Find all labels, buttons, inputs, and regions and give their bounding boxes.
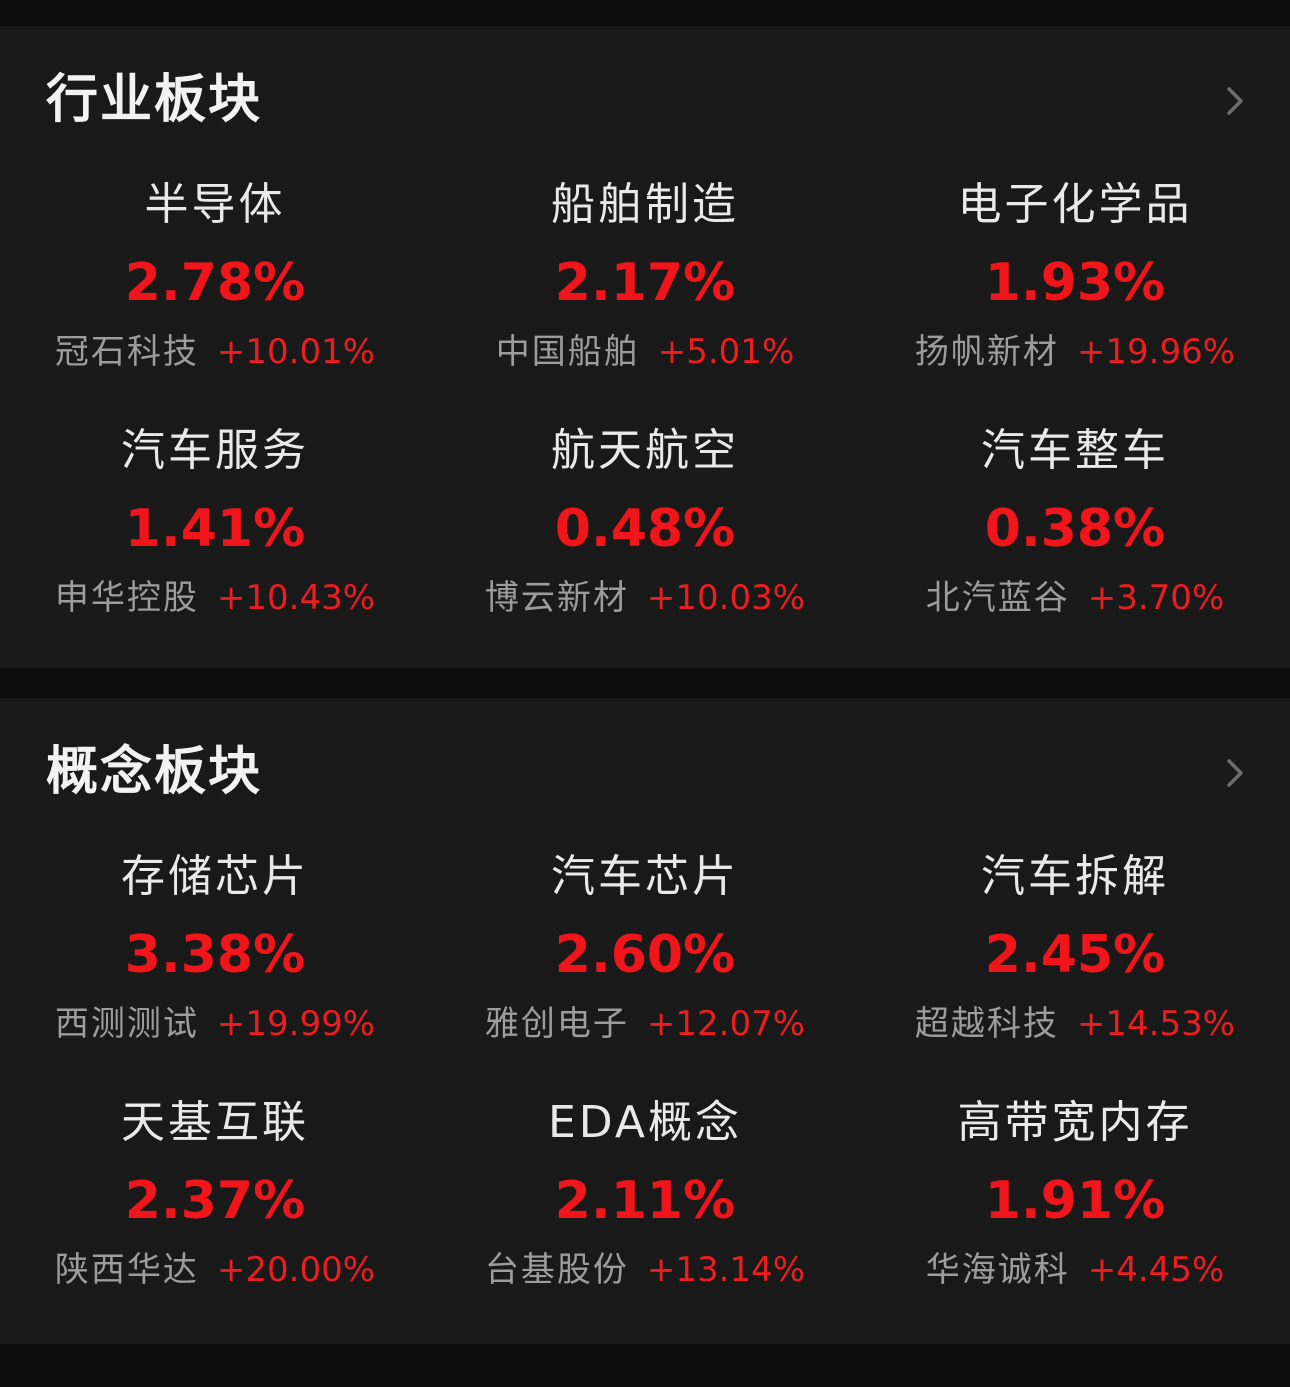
leading-stock: 超越科技 +14.53% (860, 1002, 1290, 1046)
sector-name: 存储芯片 (121, 851, 309, 902)
leading-stock-change: +12.07% (646, 1004, 806, 1044)
section-title: 概念板块 (46, 742, 263, 802)
leading-stock: 台基股份 +13.14% (430, 1248, 860, 1292)
leading-stock-change: +5.01% (657, 332, 795, 372)
sector-name: 电子化学品 (957, 179, 1193, 230)
chevron-right-icon[interactable] (1220, 758, 1250, 788)
leading-stock: 申华控股 +10.43% (0, 576, 430, 620)
sector-name: 汽车服务 (121, 425, 309, 476)
leading-stock: 冠石科技 +10.01% (0, 330, 430, 374)
sector-change-percent: 1.41% (124, 499, 306, 559)
sector-name: 汽车芯片 (551, 851, 739, 902)
sector-name: 船舶制造 (551, 179, 739, 230)
leading-stock: 华海诚科 +4.45% (860, 1248, 1290, 1292)
leading-stock: 中国船舶 +5.01% (430, 330, 860, 374)
sector-card[interactable]: 电子化学品 1.93% 扬帆新材 +19.96% (860, 176, 1290, 416)
leading-stock-name: 扬帆新材 (914, 332, 1059, 372)
leading-stock-name: 中国船舶 (495, 332, 640, 372)
sector-change-percent: 2.17% (554, 253, 736, 313)
leading-stock-name: 台基股份 (484, 1250, 629, 1290)
sector-change-percent: 2.45% (984, 925, 1166, 985)
sector-change-percent: 1.93% (984, 253, 1166, 313)
sector-grid: 存储芯片 3.38% 西测测试 +19.99% 汽车芯片 2.60% 雅创电子 +1… (0, 848, 1290, 1328)
leading-stock-change: +20.00% (216, 1250, 376, 1290)
sector-name: 高带宽内存 (957, 1097, 1193, 1148)
leading-stock-change: +13.14% (646, 1250, 806, 1290)
sector-card[interactable]: 汽车服务 1.41% 申华控股 +10.43% (0, 422, 430, 662)
sector-name: 汽车拆解 (981, 851, 1169, 902)
leading-stock: 北汽蓝谷 +3.70% (860, 576, 1290, 620)
industry-sector-panel: 行业板块 半导体 2.78% 冠石科技 +10.01% 船舶制造 2.17% 中国… (0, 26, 1290, 668)
leading-stock: 博云新材 +10.03% (430, 576, 860, 620)
leading-stock-change: +4.45% (1087, 1250, 1225, 1290)
sector-card[interactable]: 高带宽内存 1.91% 华海诚科 +4.45% (860, 1094, 1290, 1334)
sector-change-percent: 2.78% (124, 253, 306, 313)
leading-stock-name: 冠石科技 (54, 332, 199, 372)
chevron-right-icon[interactable] (1220, 86, 1250, 116)
leading-stock-name: 申华控股 (54, 578, 199, 618)
leading-stock-name: 北汽蓝谷 (925, 578, 1070, 618)
sector-card[interactable]: 航天航空 0.48% 博云新材 +10.03% (430, 422, 860, 662)
sector-name: 航天航空 (551, 425, 739, 476)
sector-name: 半导体 (144, 179, 286, 230)
leading-stock-name: 雅创电子 (484, 1004, 629, 1044)
sector-change-percent: 0.48% (554, 499, 736, 559)
leading-stock-name: 西测测试 (54, 1004, 199, 1044)
leading-stock-change: +10.01% (216, 332, 376, 372)
leading-stock-change: +3.70% (1087, 578, 1225, 618)
sector-card[interactable]: 存储芯片 3.38% 西测测试 +19.99% (0, 848, 430, 1088)
sector-name: 天基互联 (121, 1097, 309, 1148)
leading-stock-name: 超越科技 (914, 1004, 1059, 1044)
sector-card[interactable]: 汽车整车 0.38% 北汽蓝谷 +3.70% (860, 422, 1290, 662)
concept-sector-panel: 概念板块 存储芯片 3.38% 西测测试 +19.99% 汽车芯片 2.60% 雅… (0, 698, 1290, 1344)
leading-stock: 扬帆新材 +19.96% (860, 330, 1290, 374)
sector-change-percent: 3.38% (124, 925, 306, 985)
sector-card[interactable]: 汽车芯片 2.60% 雅创电子 +12.07% (430, 848, 860, 1088)
sector-change-percent: 1.91% (984, 1171, 1166, 1231)
leading-stock-name: 华海诚科 (925, 1250, 1070, 1290)
sector-card[interactable]: 船舶制造 2.17% 中国船舶 +5.01% (430, 176, 860, 416)
leading-stock: 雅创电子 +12.07% (430, 1002, 860, 1046)
sector-card[interactable]: 半导体 2.78% 冠石科技 +10.01% (0, 176, 430, 416)
bottom-divider (0, 1344, 1290, 1387)
sector-change-percent: 2.60% (554, 925, 736, 985)
leading-stock-name: 陕西华达 (54, 1250, 199, 1290)
leading-stock-change: +10.03% (646, 578, 806, 618)
leading-stock: 陕西华达 +20.00% (0, 1248, 430, 1292)
sector-name: EDA概念 (547, 1097, 742, 1148)
sector-card[interactable]: 汽车拆解 2.45% 超越科技 +14.53% (860, 848, 1290, 1088)
leading-stock: 西测测试 +19.99% (0, 1002, 430, 1046)
sector-change-percent: 0.38% (984, 499, 1166, 559)
leading-stock-change: +19.99% (216, 1004, 376, 1044)
leading-stock-change: +14.53% (1076, 1004, 1236, 1044)
sector-card[interactable]: 天基互联 2.37% 陕西华达 +20.00% (0, 1094, 430, 1334)
leading-stock-change: +10.43% (216, 578, 376, 618)
sector-name: 汽车整车 (981, 425, 1169, 476)
leading-stock-change: +19.96% (1076, 332, 1236, 372)
section-title: 行业板块 (46, 70, 263, 130)
sector-change-percent: 2.37% (124, 1171, 306, 1231)
sector-card[interactable]: EDA概念 2.11% 台基股份 +13.14% (430, 1094, 860, 1334)
leading-stock-name: 博云新材 (484, 578, 629, 618)
sector-change-percent: 2.11% (554, 1171, 736, 1231)
sector-grid: 半导体 2.78% 冠石科技 +10.01% 船舶制造 2.17% 中国船舶 +5.… (0, 176, 1290, 656)
